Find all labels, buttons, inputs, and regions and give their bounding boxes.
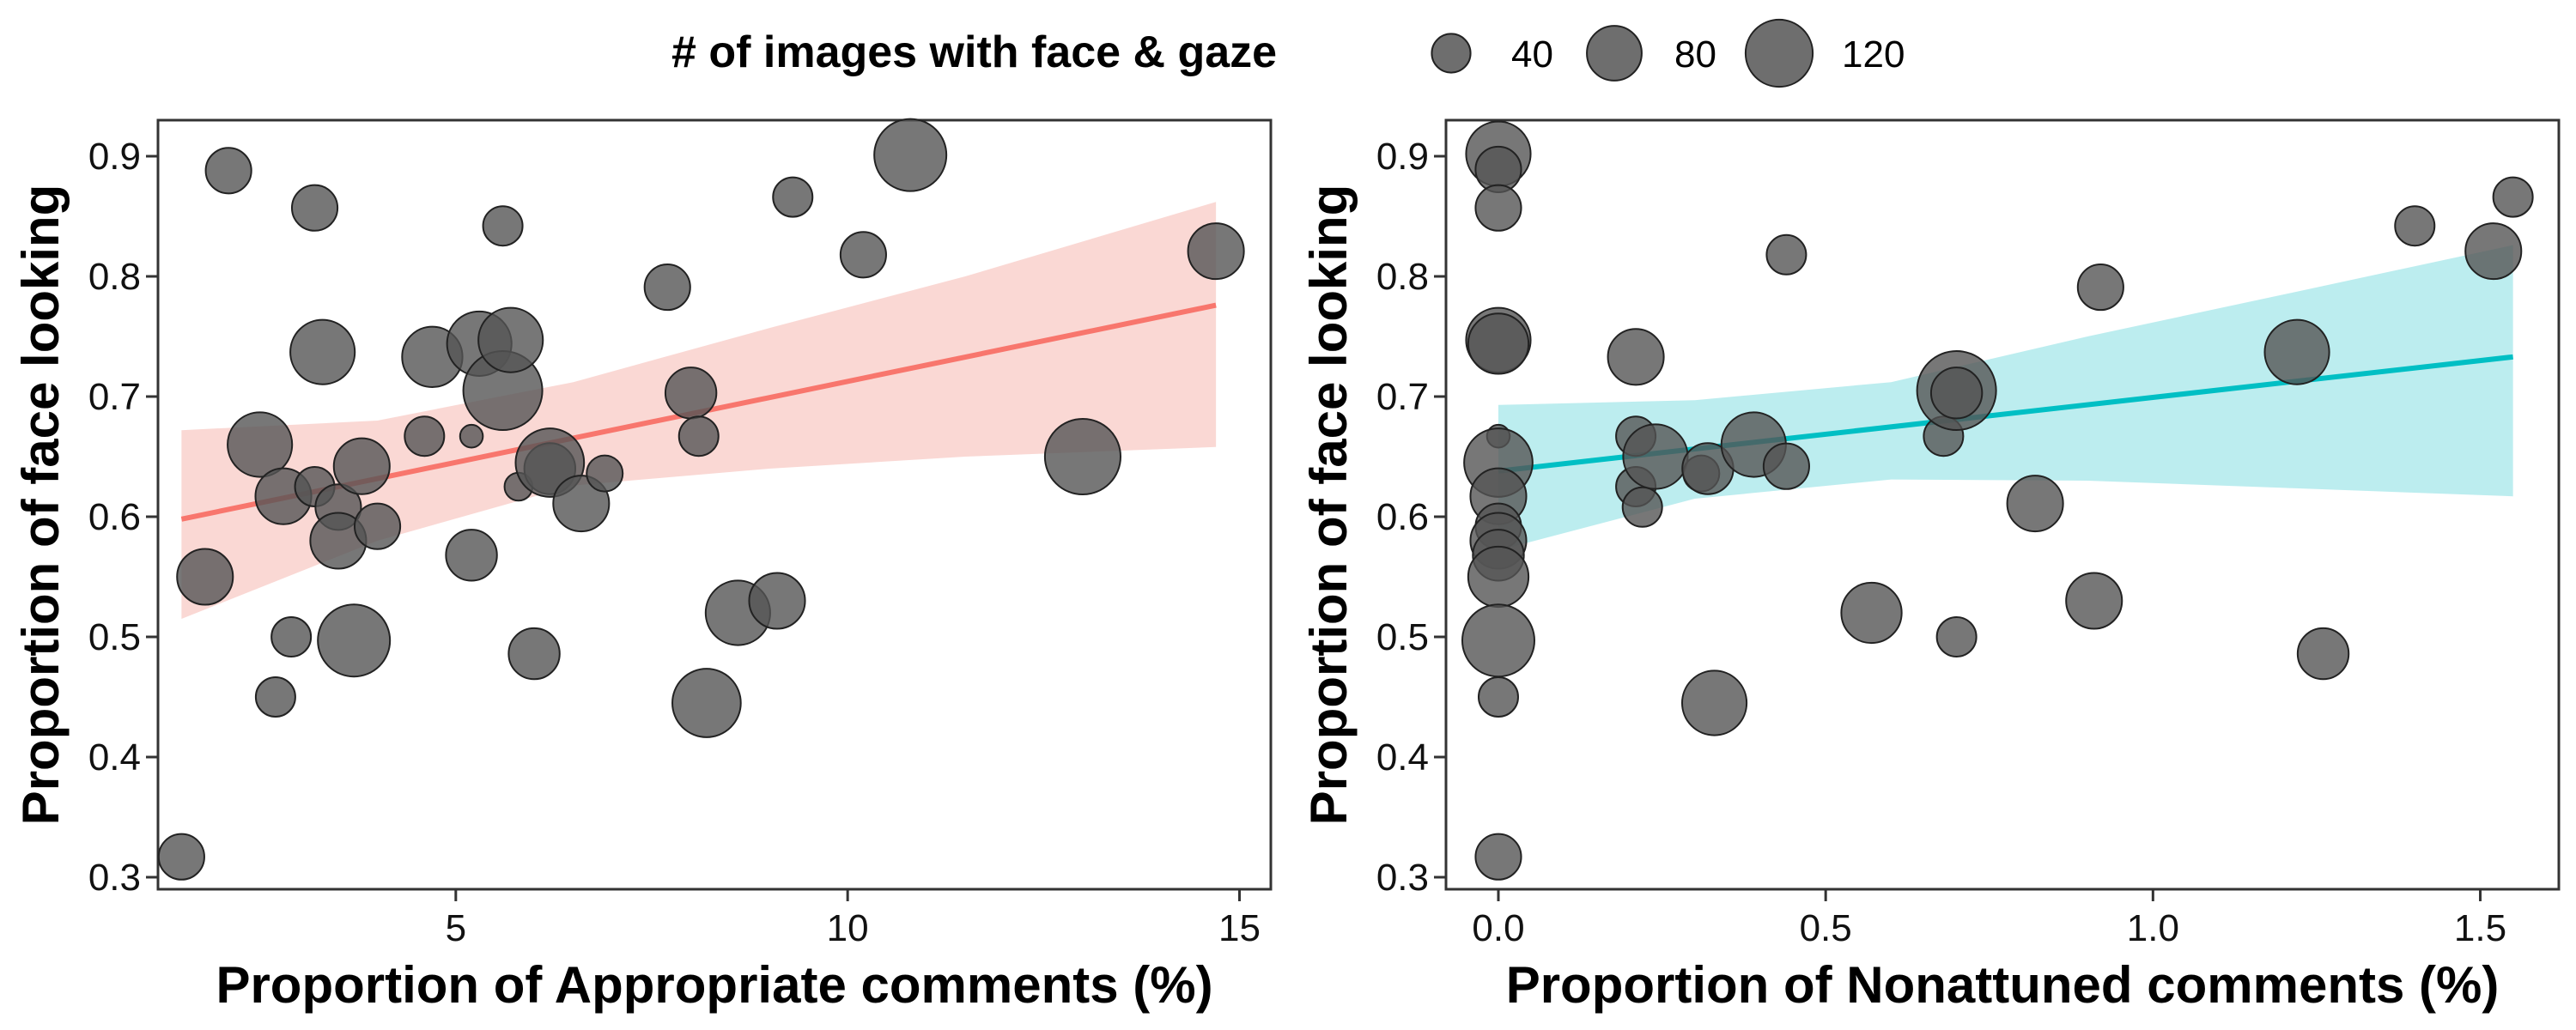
data-point [643,264,691,312]
data-point [2464,222,2523,281]
size-legend: # of images with face & gaze 40 80 120 [671,18,1905,88]
data-point [157,833,205,881]
x-tick-label: 0.0 [1472,907,1524,949]
data-point [1474,833,1522,881]
y-tick-label: 0.6 [88,496,141,538]
legend-label: 40 [1511,33,1553,76]
data-point [748,572,806,630]
data-point [1477,676,1519,718]
legend-circle [1586,25,1643,82]
data-point [176,548,234,606]
y-tick-label: 0.8 [88,256,141,298]
data-point [1762,442,1810,490]
data-point [1043,417,1122,496]
data-point [317,603,392,678]
chart-panel-nonattuned: 0.3 0.4 0.5 0.6 0.7 0.8 0.9 0.0 0.5 1.0 1.5 Propo… [1300,118,2561,1014]
data-point [1840,581,1903,645]
y-tick-label: 0.4 [1376,736,1429,779]
y-ticks-right: 0.3 0.4 0.5 0.6 0.7 0.8 0.9 [1376,136,1446,899]
data-point [1929,367,1984,420]
y-tick-label: 0.9 [1376,136,1429,178]
y-tick-label: 0.3 [88,857,141,899]
data-point [2296,627,2350,681]
data-point [1467,312,1530,375]
data-point [2492,176,2534,218]
x-tick-label: 1.5 [2454,907,2506,949]
chart-panel-appropriate: 0.3 0.4 0.5 0.6 0.7 0.8 0.9 5 10 15 Proportion o… [12,118,1273,1014]
y-tick-label: 0.8 [1376,256,1429,298]
legend-items: 40 80 120 [1431,18,1905,88]
data-point [1680,670,1748,736]
plot-frame-right [1444,118,2561,891]
y-tick-label: 0.4 [88,736,141,779]
data-point [1474,184,1522,232]
y-ticks-left: 0.3 0.4 0.5 0.6 0.7 0.8 0.9 [88,136,158,899]
y-tick-label: 0.7 [1376,376,1429,418]
data-point [2076,264,2124,312]
data-point [289,318,356,385]
data-point [482,205,524,247]
data-point [332,437,391,495]
data-point [227,411,294,478]
y-tick-label: 0.6 [1376,496,1429,538]
legend-circle [1744,18,1814,88]
legend-label: 80 [1674,33,1716,76]
x-tick-label: 0.5 [1800,907,1852,949]
y-tick-label: 0.3 [1376,857,1429,899]
data-point [477,306,544,373]
y-axis-title-right: Proportion of face looking [1300,185,1358,826]
data-point [254,676,296,718]
y-tick-label: 0.5 [1376,616,1429,658]
data-point [664,367,718,420]
legend-label: 120 [1842,33,1905,76]
data-point [671,668,742,738]
data-point [507,627,561,681]
points-right [1461,120,2534,881]
y-tick-label: 0.5 [88,616,141,658]
data-point [873,118,948,192]
x-tick-label: 1.0 [2127,907,2179,949]
data-point [404,415,446,457]
data-point [772,176,814,218]
data-point [270,615,313,658]
data-point [1607,328,1665,386]
data-point [290,184,339,232]
x-axis-title-right: Proportion of Nonattuned comments (%) [1506,956,2500,1014]
data-point [2006,475,2064,533]
data-point [586,454,624,493]
y-tick-label: 0.7 [88,376,141,418]
data-point [1622,423,1689,490]
x-tick-label: 5 [446,907,466,949]
x-axis-title-left: Proportion of Appropriate comments (%) [216,956,1212,1014]
data-point [1461,603,1535,678]
legend-title: # of images with face & gaze [671,27,1277,77]
x-ticks-right: 0.0 0.5 1.0 1.5 [1472,889,2506,949]
plot-frame-left [156,118,1273,891]
data-point [1935,615,1978,658]
data-point [204,147,252,195]
y-tick-label: 0.9 [88,136,141,178]
data-point [839,231,887,279]
data-point [2263,318,2330,385]
data-point [445,529,498,582]
data-point [1621,486,1663,528]
x-tick-label: 15 [1218,907,1261,949]
legend-circle [1431,33,1472,74]
x-ticks-left: 5 10 15 [446,889,1261,949]
data-point [2394,205,2436,247]
data-point [2065,572,2123,630]
data-point [459,423,484,449]
data-point [677,415,720,457]
data-point [1765,233,1807,276]
data-point [1467,545,1530,609]
data-point [353,502,402,550]
x-tick-label: 10 [827,907,869,949]
points-left [157,118,1245,881]
data-point [1187,222,1245,281]
y-axis-title-left: Proportion of face looking [12,185,70,826]
